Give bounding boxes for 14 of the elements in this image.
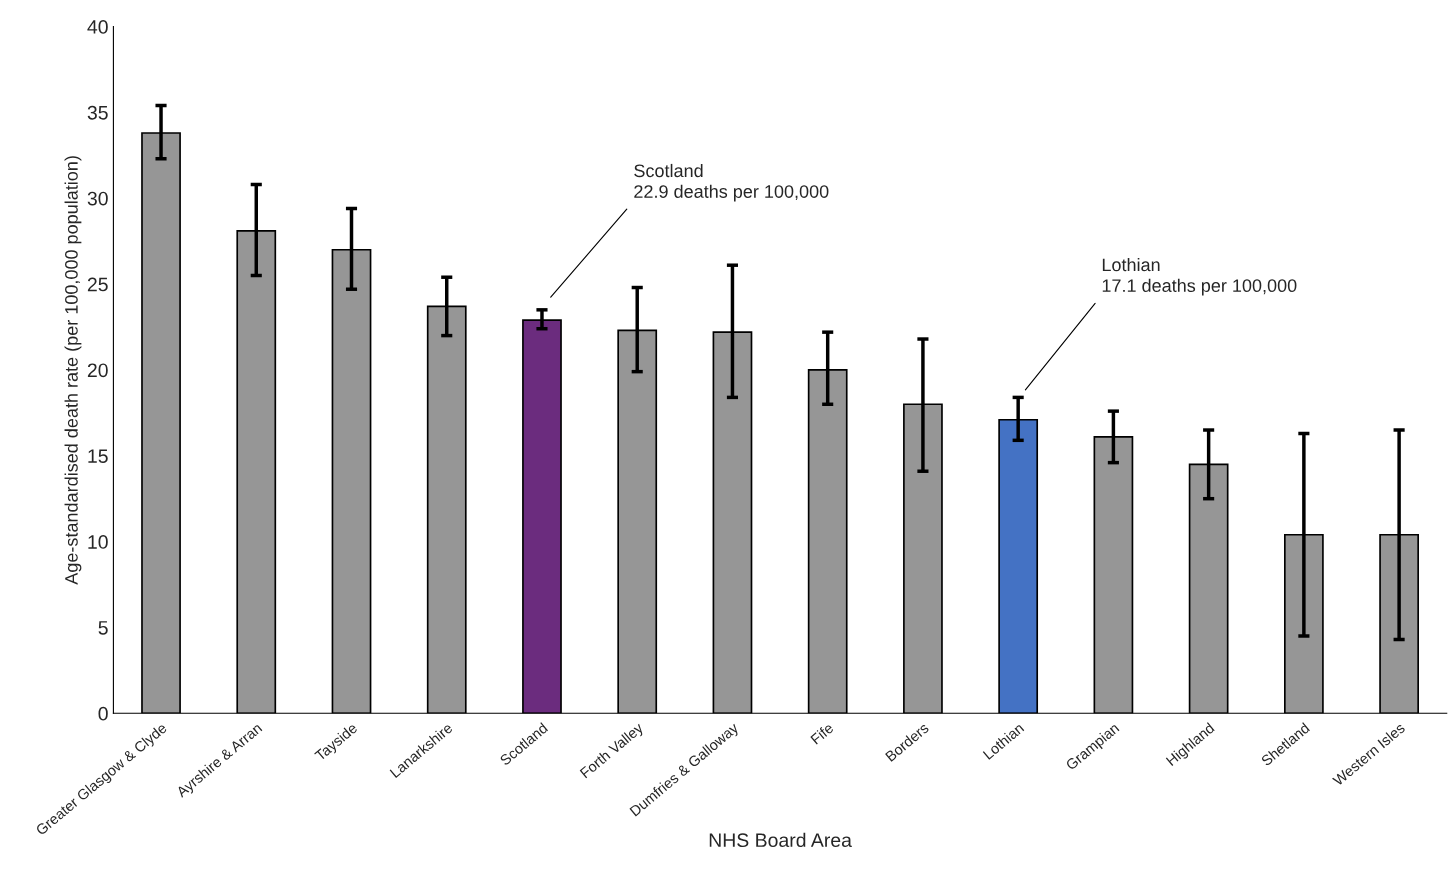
y-tick-label: 35 [87,105,108,120]
y-tick-label: 25 [87,277,108,292]
annotation: Lothian 17.1 deaths per 100,000 [1102,257,1297,296]
y-tick-label: 20 [87,363,108,378]
annotation: Scotland 22.9 deaths per 100,000 [634,163,829,202]
x-tick-label: Fife [809,722,835,745]
y-tick-label: 30 [87,191,108,206]
x-axis-title: NHS Board Area [709,832,852,848]
y-axis-title: Age-standardised death rate (per 100,000 population) [64,156,82,585]
y-tick-label: 5 [98,621,108,635]
y-tick-label: 40 [87,20,108,34]
y-tick-label: 0 [98,706,108,721]
y-tick-label: 10 [88,535,108,549]
y-tick-label: 15 [88,449,108,464]
